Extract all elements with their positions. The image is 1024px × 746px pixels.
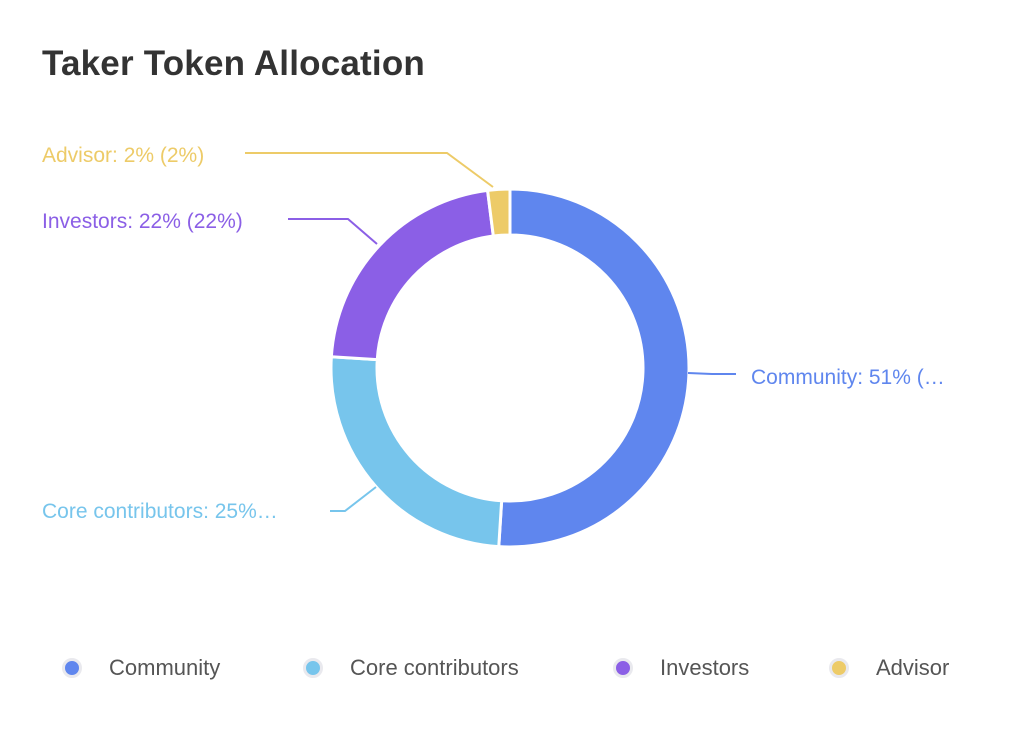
slice-investors[interactable] — [329, 188, 495, 362]
legend-label-investors: Investors — [660, 655, 750, 680]
legend-label-community: Community — [109, 655, 221, 680]
leader-line-community — [687, 372, 736, 375]
leader-line-core-contributors — [330, 486, 377, 512]
legend-item-investors[interactable]: Investors — [613, 648, 749, 688]
callout-leader-lines — [245, 152, 736, 512]
callout-labels: Community: 51% (… Core contributors: 25%… — [42, 144, 945, 523]
slice-community[interactable] — [497, 187, 691, 549]
slice-label-community: Community: 51% (… — [751, 366, 945, 389]
slice-advisor[interactable] — [486, 187, 512, 238]
slice-label-advisor: Advisor: 2% (2%) — [42, 144, 204, 167]
leader-line-investors — [288, 218, 378, 245]
legend: Community Core contributors Investors Ad… — [0, 648, 1024, 688]
legend-marker-core-contributors — [303, 658, 323, 678]
donut-slices — [329, 187, 691, 549]
legend-label-core-contributors: Core contributors — [350, 655, 519, 680]
slice-label-investors: Investors: 22% (22%) — [42, 210, 243, 233]
legend-label-advisor: Advisor — [876, 655, 950, 680]
legend-item-community[interactable]: Community — [62, 648, 220, 688]
legend-marker-advisor — [829, 658, 849, 678]
legend-marker-investors — [613, 658, 633, 678]
chart-title: Taker Token Allocation — [42, 44, 425, 83]
leader-line-advisor — [245, 152, 494, 188]
legend-item-core-contributors[interactable]: Core contributors — [303, 648, 519, 688]
slice-label-core-contributors: Core contributors: 25%… — [42, 500, 278, 523]
legend-marker-community — [62, 658, 82, 678]
slice-core-contributors[interactable] — [329, 355, 504, 549]
legend-item-advisor[interactable]: Advisor — [829, 648, 949, 688]
